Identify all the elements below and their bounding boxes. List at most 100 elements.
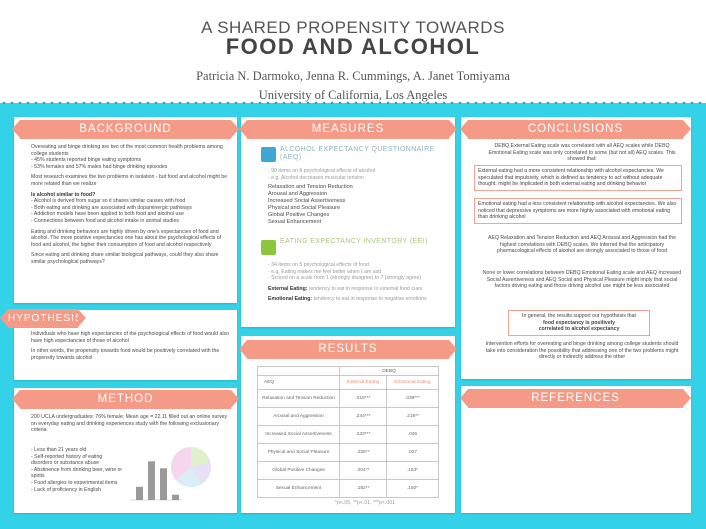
results-row-label: Global Positive Changes bbox=[257, 461, 340, 480]
results-cell: .316*** bbox=[339, 389, 387, 408]
bar-3 bbox=[160, 468, 167, 500]
background-p1-b1: - 45% students reported binge eating sym… bbox=[31, 157, 142, 164]
results-cell: .244*** bbox=[339, 407, 387, 426]
background-q-b3: - Addiction models have been applied to … bbox=[31, 211, 184, 218]
eeq-desc: - 34 items on 5 psychological effects of… bbox=[268, 262, 448, 303]
authors: Patricia N. Darmoko, Jenna R. Cummings, … bbox=[196, 69, 510, 83]
eeq-icon bbox=[261, 240, 276, 255]
results-cell: .192** bbox=[339, 479, 387, 498]
eeq-external-desc: tendency to eat in response to external … bbox=[308, 285, 423, 292]
dotted-divider bbox=[0, 100, 706, 106]
results-cell: .204** bbox=[339, 461, 387, 480]
eeq-desc-1: - 34 items on 5 psychological effects of… bbox=[268, 262, 369, 268]
pie-slice-2 bbox=[191, 462, 211, 484]
aeq-desc-2: - e.g. Alcohol decreases muscular tensio… bbox=[268, 174, 365, 181]
background-p1-b2: - 53% females and 57% males had binge dr… bbox=[31, 163, 168, 170]
conclusions-box-1: External eating had a more consistent re… bbox=[474, 165, 682, 191]
conclusions-box-2: Emotional eating had a less consistent r… bbox=[474, 198, 682, 224]
conclusions-heading: CONCLUSIONS bbox=[460, 120, 691, 139]
bar-4 bbox=[172, 494, 179, 500]
results-header-row: DEBQ bbox=[257, 366, 439, 376]
conclusions-summary: In general, the results support our hypo… bbox=[508, 310, 650, 336]
method-text: 200 UCLA undergraduates: 76% female; Mea… bbox=[31, 414, 231, 434]
results-row: Relaxation and Tension Reduction .316***.… bbox=[257, 389, 440, 408]
summary-line-2: correlated to alcohol expectancy bbox=[538, 326, 620, 333]
conclusions-p1: DEBQ External Eating scale was correlate… bbox=[488, 143, 676, 163]
background-panel bbox=[14, 117, 237, 303]
aeq-scale-item: Sexual Enhancement bbox=[268, 219, 322, 225]
results-row-label: Physical and Social Pleasure bbox=[257, 443, 340, 462]
background-p3: Eating and drinking behaviors are highly… bbox=[31, 228, 222, 248]
results-row-label: Sexual Enhancement bbox=[257, 479, 340, 498]
affiliation: University of California, Los Angeles bbox=[258, 88, 448, 102]
results-row-label: Arousal and Aggression bbox=[257, 407, 340, 426]
results-row: Sexual Enhancement .192** .150* bbox=[257, 479, 440, 498]
results-row: Physical and Social Pleasure .228** .027 bbox=[257, 443, 440, 462]
hypothesis-text: Individuals who have high expectancies o… bbox=[31, 331, 231, 361]
results-note: *p<.05, **p<.01, ***p<.001 bbox=[334, 500, 396, 506]
results-cell: .163* bbox=[385, 461, 440, 480]
aeq-scale-item: Global Positive Changes bbox=[268, 212, 330, 218]
method-b4: - Food allergies to experimental items bbox=[31, 479, 118, 486]
method-b2: - Self-reported history of eating disord… bbox=[31, 453, 103, 467]
results-cell: .150* bbox=[385, 479, 440, 498]
results-cell: .027 bbox=[385, 443, 440, 462]
pie-slice-3 bbox=[176, 467, 202, 488]
bar-2 bbox=[148, 461, 155, 500]
method-bar-chart bbox=[130, 461, 182, 501]
background-p4: Since eating and drinking share similar … bbox=[31, 252, 219, 265]
aeq-scale-list: Relaxation and Tension Reduction Arousal … bbox=[268, 184, 448, 226]
hypothesis-p1: Individuals who have high expectancies o… bbox=[31, 331, 230, 344]
aeq-desc-1: - 90 items on 6 psychological effects of… bbox=[268, 168, 376, 174]
results-row-header: AEQ bbox=[257, 375, 340, 390]
background-q-b1: - Alcohol is derived from sugar so it sh… bbox=[31, 198, 186, 205]
results-row: Arousal and Aggression .244*** .219** bbox=[257, 407, 440, 426]
results-col-external: External Eating bbox=[339, 375, 387, 390]
eeq-emotional-label: Emotional Eating: bbox=[268, 296, 313, 303]
aeq-title: ALCOHOL EXPECTANCY QUESTIONNAIRE (AEQ) bbox=[280, 146, 435, 161]
results-corner bbox=[257, 366, 340, 376]
results-body: Relaxation and Tension Reduction .316***.… bbox=[257, 389, 440, 498]
background-text: Overeating and binge drinking are two of… bbox=[31, 144, 231, 266]
background-q-b2: - Both eating and drinking are associate… bbox=[31, 204, 192, 211]
eeq-title: EATING EXPECTANCY INVENTORY (EEI) bbox=[280, 238, 428, 245]
results-col-emotional: Emotional Eating bbox=[385, 375, 440, 390]
eeq-desc-2: - e.g. Eating makes me feel better when … bbox=[268, 268, 382, 275]
aeq-desc: - 90 items on 6 psychological effects of… bbox=[268, 168, 448, 181]
results-row-label: Relaxation and Tension Reduction bbox=[257, 389, 340, 408]
background-p2: Most research examines the two problems … bbox=[31, 174, 228, 187]
eeq-emotional: Emotional Eating: tendency to eat in res… bbox=[268, 296, 448, 303]
title-line-2: FOOD AND ALCOHOL bbox=[225, 34, 481, 59]
results-col-group: DEBQ bbox=[339, 366, 439, 376]
aeq-scale-item: Arousal and Aggression bbox=[268, 191, 328, 197]
method-b1: - Less than 21 years old bbox=[31, 447, 87, 453]
bar-1 bbox=[136, 486, 143, 500]
aeq-icon bbox=[261, 147, 276, 162]
results-subheader-row: AEQ External Eating Emotional Eating bbox=[257, 375, 440, 390]
results-table: DEBQ AEQ External Eating Emotional Eatin… bbox=[257, 366, 440, 498]
results-heading: RESULTS bbox=[239, 340, 457, 359]
hypothesis-heading: HYPOTHESIS bbox=[0, 309, 86, 328]
method-pie-chart bbox=[171, 447, 211, 488]
results-cell: .339*** bbox=[385, 389, 440, 408]
results-cell: .219** bbox=[385, 407, 440, 426]
method-heading: METHOD bbox=[12, 390, 239, 409]
title-band: A SHARED PROPENSITY TOWARDS FOOD AND ALC… bbox=[0, 0, 706, 103]
eeq-external-label: External Eating: bbox=[268, 285, 308, 292]
hypothesis-p2: In other words, the propensity towards f… bbox=[31, 348, 220, 361]
eeq-emotional-desc: tendency to eat in response to negative … bbox=[313, 296, 427, 303]
results-cell: .045 bbox=[385, 425, 440, 444]
background-question: Is alcohol similar to food? bbox=[31, 191, 96, 198]
references-heading: REFERENCES bbox=[460, 389, 691, 408]
summary-line-1: food expectancy is positively bbox=[542, 319, 616, 326]
aeq-scale-item: Physical and Social Pleasure bbox=[268, 205, 341, 211]
conclusions-p4: Intervention efforts for overeating and … bbox=[485, 341, 679, 361]
conclusions-p3: None or lower correlations between DEBQ … bbox=[482, 270, 682, 290]
title-line-1: A SHARED PROPENSITY TOWARDS bbox=[201, 18, 505, 37]
results-cell: .233*** bbox=[339, 425, 387, 444]
background-q-b4: - Connections between food and alcohol i… bbox=[31, 217, 179, 224]
results-row: Global Positive Changes .204** .163* bbox=[257, 461, 440, 480]
summary-intro: In general, the results support our hypo… bbox=[522, 313, 636, 319]
eeq-external: External Eating: tendency to eat in resp… bbox=[268, 286, 448, 293]
